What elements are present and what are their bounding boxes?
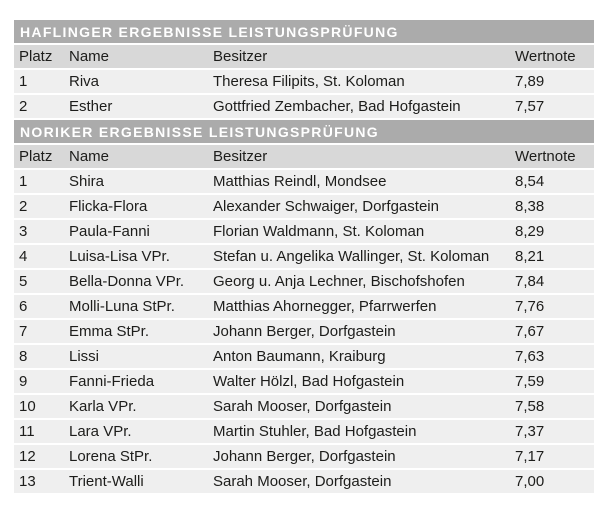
section-header-noriker: NORIKER ERGEBNISSE LEISTUNGSPRÜFUNG [14,120,594,143]
cell-besitzer: Matthias Ahornegger, Pfarrwerfen [213,298,437,315]
cell-name: Bella-Donna VPr. [69,273,185,290]
table-row: 3 Paula-Fanni Florian Waldmann, St. Kolo… [14,220,594,243]
cell-platz: 10 [19,398,36,415]
cell-name: Esther [69,98,113,115]
cell-wertnote: 7,63 [515,348,545,365]
cell-name: Riva [69,73,100,90]
cell-besitzer: Matthias Reindl, Mondsee [213,173,387,190]
table-row: 4 Luisa-Lisa VPr. Stefan u. Angelika Wal… [14,245,594,268]
cell-name: Karla VPr. [69,398,137,415]
col-name: Name [69,148,110,165]
col-platz: Platz [19,48,53,65]
cell-besitzer: Sarah Mooser, Dorfgastein [213,473,392,490]
cell-besitzer: Theresa Filipits, St. Koloman [213,73,405,90]
table-row: 6 Molli-Luna StPr. Matthias Ahornegger, … [14,295,594,318]
cell-wertnote: 7,17 [515,448,545,465]
cell-platz: 3 [19,223,28,240]
col-besitzer: Besitzer [213,148,268,165]
section-title: NORIKER ERGEBNISSE LEISTUNGSPRÜFUNG [20,123,379,140]
section-title: HAFLINGER ERGEBNISSE LEISTUNGSPRÜFUNG [20,23,399,40]
cell-wertnote: 7,37 [515,423,545,440]
cell-name: Fanni-Frieda [69,373,155,390]
cell-wertnote: 7,59 [515,373,545,390]
cell-name: Luisa-Lisa VPr. [69,248,170,265]
cell-besitzer: Johann Berger, Dorfgastein [213,323,396,340]
col-wertnote: Wertnote [515,48,576,65]
table-row: 2 Esther Gottfried Zembacher, Bad Hofgas… [14,95,594,118]
cell-name: Lissi [69,348,100,365]
cell-name: Shira [69,173,105,190]
cell-platz: 11 [19,423,35,440]
cell-wertnote: 8,21 [515,248,545,265]
table-row: 5 Bella-Donna VPr. Georg u. Anja Lechner… [14,270,594,293]
cell-besitzer: Stefan u. Angelika Wallinger, St. Koloma… [213,248,490,265]
cell-platz: 6 [19,298,28,315]
table-row: 7 Emma StPr. Johann Berger, Dorfgastein … [14,320,594,343]
cell-wertnote: 8,29 [515,223,545,240]
col-name: Name [69,48,110,65]
table-row: 11 Lara VPr. Martin Stuhler, Bad Hofgast… [14,420,594,443]
cell-platz: 1 [19,73,28,90]
cell-platz: 2 [19,98,28,115]
col-platz: Platz [19,148,53,165]
cell-wertnote: 7,58 [515,398,545,415]
cell-besitzer: Alexander Schwaiger, Dorfgastein [213,198,439,215]
cell-platz: 2 [19,198,28,215]
table-row: 1 Shira Matthias Reindl, Mondsee 8,54 [14,170,594,193]
cell-besitzer: Johann Berger, Dorfgastein [213,448,396,465]
cell-besitzer: Martin Stuhler, Bad Hofgastein [213,423,417,440]
cell-besitzer: Sarah Mooser, Dorfgastein [213,398,392,415]
cell-wertnote: 7,84 [515,273,545,290]
cell-platz: 5 [19,273,28,290]
cell-name: Flicka-Flora [69,198,148,215]
table-row: 13 Trient-Walli Sarah Mooser, Dorfgastei… [14,470,594,493]
cell-platz: 12 [19,448,36,465]
cell-wertnote: 7,57 [515,98,545,115]
cell-platz: 4 [19,248,28,265]
table-row: 2 Flicka-Flora Alexander Schwaiger, Dorf… [14,195,594,218]
cell-platz: 8 [19,348,28,365]
table-row: 1 Riva Theresa Filipits, St. Koloman 7,8… [14,70,594,93]
results-table: HAFLINGER ERGEBNISSE LEISTUNGSPRÜFUNG Pl… [14,20,594,495]
cell-wertnote: 7,76 [515,298,545,315]
cell-name: Molli-Luna StPr. [69,298,175,315]
cell-wertnote: 8,54 [515,173,545,190]
section-header-haflinger: HAFLINGER ERGEBNISSE LEISTUNGSPRÜFUNG [14,20,594,43]
cell-wertnote: 7,00 [515,473,545,490]
cell-name: Lorena StPr. [69,448,153,465]
cell-platz: 7 [19,323,28,340]
column-header-row: Platz Name Besitzer Wertnote [14,45,594,68]
cell-besitzer: Gottfried Zembacher, Bad Hofgastein [213,98,461,115]
cell-besitzer: Walter Hölzl, Bad Hofgastein [213,373,405,390]
table-row: 9 Fanni-Frieda Walter Hölzl, Bad Hofgast… [14,370,594,393]
cell-platz: 1 [19,173,28,190]
cell-wertnote: 7,67 [515,323,545,340]
cell-besitzer: Georg u. Anja Lechner, Bischofshofen [213,273,465,290]
cell-besitzer: Florian Waldmann, St. Koloman [213,223,425,240]
cell-besitzer: Anton Baumann, Kraiburg [213,348,386,365]
table-row: 10 Karla VPr. Sarah Mooser, Dorfgastein … [14,395,594,418]
cell-name: Paula-Fanni [69,223,150,240]
col-wertnote: Wertnote [515,148,576,165]
cell-wertnote: 7,89 [515,73,545,90]
col-besitzer: Besitzer [213,48,268,65]
cell-name: Emma StPr. [69,323,150,340]
cell-name: Lara VPr. [69,423,132,440]
cell-wertnote: 8,38 [515,198,545,215]
column-header-row: Platz Name Besitzer Wertnote [14,145,594,168]
cell-name: Trient-Walli [69,473,144,490]
cell-platz: 13 [19,473,36,490]
table-row: 12 Lorena StPr. Johann Berger, Dorfgaste… [14,445,594,468]
cell-platz: 9 [19,373,28,390]
table-row: 8 Lissi Anton Baumann, Kraiburg 7,63 [14,345,594,368]
